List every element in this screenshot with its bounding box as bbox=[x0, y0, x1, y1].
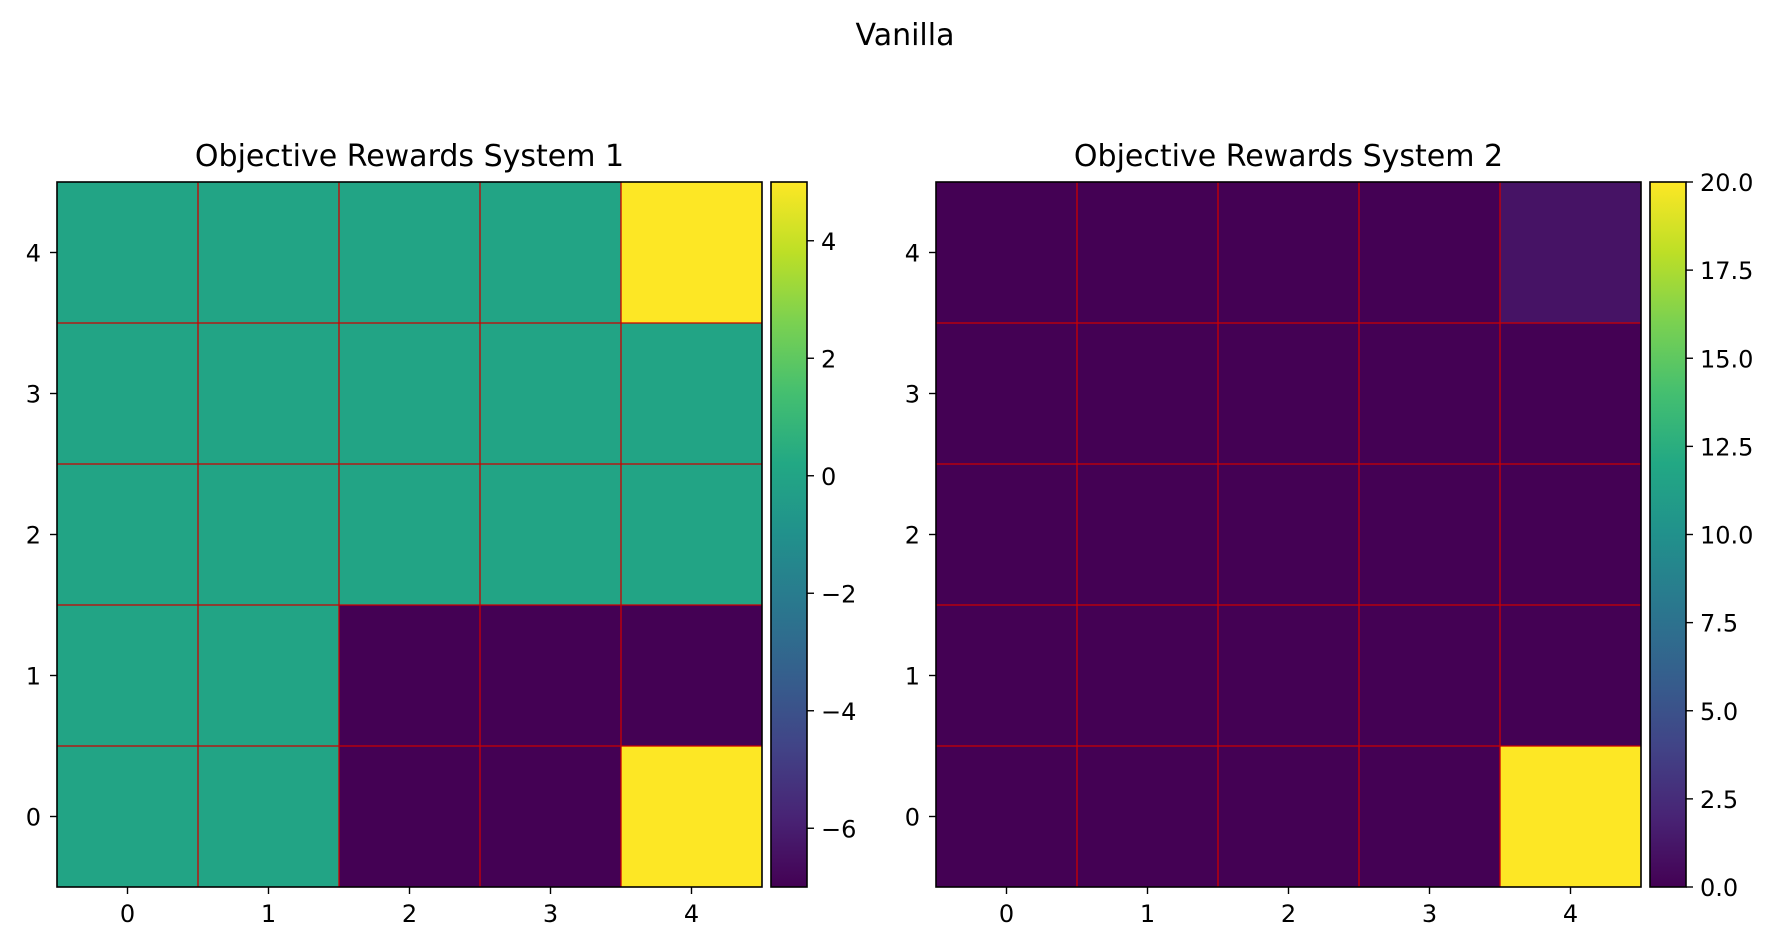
y-tick-label: 1 bbox=[26, 663, 41, 691]
y-tick-label: 1 bbox=[905, 663, 920, 691]
heatmap-cell-x2-y1 bbox=[1218, 605, 1359, 746]
x-tick-label: 1 bbox=[1140, 900, 1155, 928]
y-tick-label: 4 bbox=[905, 240, 920, 268]
heatmap-cell-x2-y2 bbox=[339, 464, 480, 605]
y-tick-label: 3 bbox=[905, 381, 920, 409]
colorbar-tick-label: 12.5 bbox=[1700, 433, 1753, 461]
heatmap-cell-x2-y1 bbox=[339, 605, 480, 746]
heatmap-cell-x0-y4 bbox=[57, 182, 198, 323]
heatmap-cell-x3-y4 bbox=[1359, 182, 1500, 323]
heatmap-cell-x0-y4 bbox=[936, 182, 1077, 323]
heatmap-cell-x1-y4 bbox=[1077, 182, 1218, 323]
heatmap-cell-x4-y0 bbox=[621, 746, 762, 887]
colorbar-tick-label: 0 bbox=[821, 463, 836, 491]
colorbar-tick-label: 2 bbox=[821, 345, 836, 373]
x-tick-label: 0 bbox=[120, 900, 135, 928]
heatmap-cell-x4-y2 bbox=[1500, 464, 1641, 605]
heatmap-cell-x1-y0 bbox=[198, 746, 339, 887]
heatmap-cell-x3-y3 bbox=[1359, 323, 1500, 464]
heatmap-cell-x2-y4 bbox=[339, 182, 480, 323]
y-tick-label: 4 bbox=[26, 240, 41, 268]
colorbar-tick-label: 17.5 bbox=[1700, 257, 1753, 285]
heatmap-cell-x4-y3 bbox=[621, 323, 762, 464]
x-tick-label: 4 bbox=[684, 900, 699, 928]
y-tick-label: 2 bbox=[26, 522, 41, 550]
panel-1-title: Objective Rewards System 1 bbox=[195, 139, 624, 174]
heatmap-cell-x0-y2 bbox=[57, 464, 198, 605]
colorbar-tick-label: −2 bbox=[821, 580, 856, 608]
colorbar-tick-label: 7.5 bbox=[1700, 610, 1738, 638]
heatmap-cell-x0-y2 bbox=[936, 464, 1077, 605]
x-tick-label: 1 bbox=[261, 900, 276, 928]
colorbar-tick-label: −6 bbox=[821, 815, 856, 843]
heatmap-cell-x0-y3 bbox=[57, 323, 198, 464]
heatmap-cell-x4-y3 bbox=[1500, 323, 1641, 464]
panel-2-cells bbox=[936, 182, 1641, 887]
heatmap-cell-x1-y1 bbox=[1077, 605, 1218, 746]
heatmap-cell-x3-y0 bbox=[1359, 746, 1500, 887]
panel-1-colorbar-frame bbox=[770, 181, 808, 888]
panel-1-grid bbox=[57, 182, 762, 887]
y-tick-label: 2 bbox=[905, 522, 920, 550]
y-tick-label: 0 bbox=[905, 804, 920, 832]
panel-2-colorbar bbox=[1650, 182, 1686, 887]
colorbar-tick-label: 4 bbox=[821, 228, 836, 256]
heatmap-cell-x3-y2 bbox=[480, 464, 621, 605]
heatmap-cell-x2-y2 bbox=[1218, 464, 1359, 605]
heatmap-panel-1: Objective Rewards System 1 0 1 2 3 4 0 1 2 3 4 −6 −4… bbox=[26, 139, 857, 928]
panel-1-colorbar bbox=[771, 182, 807, 887]
colorbar-tick-label: 20.0 bbox=[1700, 169, 1753, 197]
heatmap-cell-x3-y1 bbox=[1359, 605, 1500, 746]
heatmap-cell-x2-y0 bbox=[339, 746, 480, 887]
heatmap-cell-x0-y1 bbox=[936, 605, 1077, 746]
x-tick-label: 4 bbox=[1563, 900, 1578, 928]
colorbar-tick-label: 2.5 bbox=[1700, 786, 1738, 814]
panel-1-cells bbox=[57, 182, 762, 887]
heatmap-cell-x0-y0 bbox=[57, 746, 198, 887]
x-tick-label: 2 bbox=[1281, 900, 1296, 928]
panel-2-title: Objective Rewards System 2 bbox=[1074, 139, 1503, 174]
heatmap-cell-x3-y3 bbox=[480, 323, 621, 464]
heatmap-cell-x4-y0 bbox=[1500, 746, 1641, 887]
y-tick-label: 3 bbox=[26, 381, 41, 409]
heatmap-cell-x1-y4 bbox=[198, 182, 339, 323]
heatmap-cell-x4-y1 bbox=[621, 605, 762, 746]
heatmap-cell-x1-y3 bbox=[1077, 323, 1218, 464]
heatmap-cell-x1-y2 bbox=[198, 464, 339, 605]
x-tick-label: 0 bbox=[999, 900, 1014, 928]
heatmap-cell-x0-y0 bbox=[936, 746, 1077, 887]
heatmap-cell-x4-y4 bbox=[621, 182, 762, 323]
heatmap-cell-x4-y4 bbox=[1500, 182, 1641, 323]
heatmap-cell-x1-y1 bbox=[198, 605, 339, 746]
heatmap-cell-x2-y0 bbox=[1218, 746, 1359, 887]
heatmap-panel-2: Objective Rewards System 2 0 1 2 3 4 0 1 2 3 4 0.0 2… bbox=[905, 139, 1754, 928]
heatmap-cell-x3-y4 bbox=[480, 182, 621, 323]
heatmap-cell-x1-y2 bbox=[1077, 464, 1218, 605]
figure-suptitle: Vanilla bbox=[856, 18, 955, 53]
heatmap-cell-x2-y4 bbox=[1218, 182, 1359, 323]
colorbar-tick-label: 0.0 bbox=[1700, 874, 1738, 902]
heatmap-cell-x4-y2 bbox=[621, 464, 762, 605]
colorbar-tick-label: 10.0 bbox=[1700, 522, 1753, 550]
heatmap-cell-x2-y3 bbox=[1218, 323, 1359, 464]
colorbar-tick-label: 15.0 bbox=[1700, 345, 1753, 373]
y-tick-label: 0 bbox=[26, 804, 41, 832]
heatmap-cell-x1-y3 bbox=[198, 323, 339, 464]
x-tick-label: 3 bbox=[543, 900, 558, 928]
heatmap-cell-x1-y0 bbox=[1077, 746, 1218, 887]
heatmap-cell-x0-y1 bbox=[57, 605, 198, 746]
colorbar-tick-label: 5.0 bbox=[1700, 698, 1738, 726]
heatmap-cell-x0-y3 bbox=[936, 323, 1077, 464]
heatmap-cell-x3-y2 bbox=[1359, 464, 1500, 605]
x-tick-label: 3 bbox=[1422, 900, 1437, 928]
panel-2-grid bbox=[936, 182, 1641, 887]
x-tick-label: 2 bbox=[402, 900, 417, 928]
heatmap-cell-x4-y1 bbox=[1500, 605, 1641, 746]
colorbar-tick-label: −4 bbox=[821, 698, 856, 726]
heatmap-cell-x3-y0 bbox=[480, 746, 621, 887]
heatmap-cell-x3-y1 bbox=[480, 605, 621, 746]
heatmap-cell-x2-y3 bbox=[339, 323, 480, 464]
